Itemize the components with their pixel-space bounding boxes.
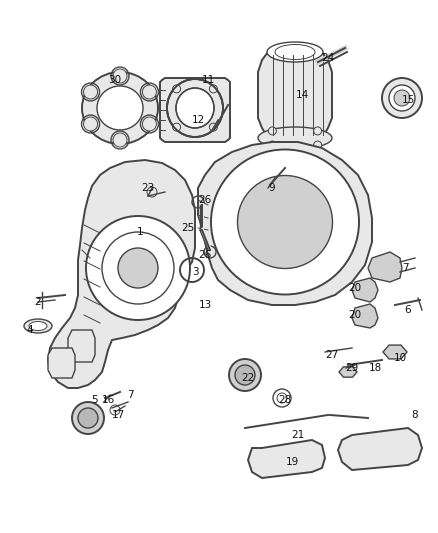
Text: 17: 17 — [111, 410, 125, 420]
Text: 28: 28 — [279, 395, 292, 405]
Circle shape — [84, 117, 98, 131]
Ellipse shape — [167, 79, 223, 137]
Polygon shape — [258, 52, 332, 138]
Polygon shape — [383, 345, 407, 359]
Circle shape — [142, 85, 156, 99]
Text: 14: 14 — [295, 90, 309, 100]
Circle shape — [173, 123, 180, 131]
Circle shape — [389, 85, 415, 111]
Polygon shape — [368, 252, 402, 282]
Text: 29: 29 — [346, 363, 359, 373]
Text: 26: 26 — [198, 195, 212, 205]
Polygon shape — [248, 440, 325, 478]
Text: 4: 4 — [27, 325, 33, 335]
Polygon shape — [48, 160, 195, 388]
Text: 25: 25 — [181, 223, 194, 233]
Text: 18: 18 — [368, 363, 381, 373]
Text: 15: 15 — [401, 95, 415, 105]
Polygon shape — [160, 78, 230, 142]
Circle shape — [209, 85, 217, 93]
Text: 8: 8 — [412, 410, 418, 420]
Text: 20: 20 — [349, 310, 361, 320]
Text: 6: 6 — [405, 305, 411, 315]
Ellipse shape — [211, 149, 359, 295]
Text: 23: 23 — [141, 183, 155, 193]
Circle shape — [113, 69, 127, 83]
Circle shape — [173, 85, 180, 93]
Ellipse shape — [82, 72, 158, 144]
Text: 1: 1 — [137, 227, 143, 237]
Circle shape — [268, 141, 276, 149]
Text: 22: 22 — [241, 373, 254, 383]
Circle shape — [209, 123, 217, 131]
Polygon shape — [352, 278, 378, 302]
Circle shape — [394, 90, 410, 106]
Polygon shape — [48, 348, 75, 378]
Circle shape — [142, 117, 156, 131]
Circle shape — [229, 359, 261, 391]
Text: 5: 5 — [92, 395, 98, 405]
Text: 24: 24 — [321, 53, 335, 63]
Ellipse shape — [237, 175, 332, 269]
Text: 30: 30 — [109, 75, 122, 85]
Circle shape — [72, 402, 104, 434]
Ellipse shape — [267, 42, 323, 62]
Circle shape — [113, 133, 127, 147]
Text: 7: 7 — [402, 263, 408, 273]
Text: 27: 27 — [325, 350, 339, 360]
Text: 10: 10 — [393, 353, 406, 363]
Circle shape — [382, 78, 422, 118]
Circle shape — [314, 127, 321, 135]
Text: 2: 2 — [35, 297, 41, 307]
Ellipse shape — [176, 88, 214, 128]
Polygon shape — [68, 330, 95, 362]
Text: 19: 19 — [286, 457, 299, 467]
Text: 11: 11 — [201, 75, 215, 85]
Circle shape — [314, 141, 321, 149]
Text: 3: 3 — [192, 267, 198, 277]
Polygon shape — [352, 304, 378, 328]
Ellipse shape — [24, 319, 52, 333]
Circle shape — [268, 127, 276, 135]
Circle shape — [86, 216, 190, 320]
Text: 9: 9 — [268, 183, 276, 193]
Text: 13: 13 — [198, 300, 212, 310]
Ellipse shape — [258, 127, 332, 149]
Circle shape — [78, 408, 98, 428]
Circle shape — [235, 365, 255, 385]
Text: 7: 7 — [127, 390, 133, 400]
Polygon shape — [338, 428, 422, 470]
Polygon shape — [198, 142, 372, 305]
Text: 21: 21 — [291, 430, 304, 440]
Text: 20: 20 — [349, 283, 361, 293]
Polygon shape — [339, 367, 357, 377]
Ellipse shape — [29, 321, 47, 330]
Text: 16: 16 — [101, 395, 115, 405]
Text: 26: 26 — [198, 250, 212, 260]
Circle shape — [84, 85, 98, 99]
Circle shape — [118, 248, 158, 288]
Text: 12: 12 — [191, 115, 205, 125]
Ellipse shape — [97, 86, 143, 130]
